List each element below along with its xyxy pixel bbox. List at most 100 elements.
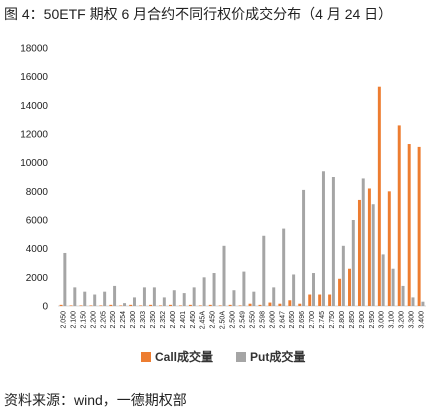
legend-call-swatch [141,352,151,362]
x-tick-label: 3.000 [379,311,386,329]
x-tick-label: 2.700 [309,311,316,329]
put-bar [202,277,206,306]
source-note: 资料来源：wind，一德期权部 [4,392,187,408]
put-bar [212,273,216,306]
call-bar [387,191,391,306]
call-bar [407,144,411,306]
call-bar [129,304,133,306]
put-bar [391,268,395,306]
put-bar [351,220,355,306]
x-tick-label: 2.850 [349,311,356,329]
x-tick-label: 2.050 [60,311,67,329]
x-axis: 2.050 2.100 2.150 2.200 2.205 2.250 2.254 2.300… [60,311,425,330]
put-bar [132,297,136,306]
y-tick-label: 10000 [20,158,48,169]
put-bar [312,273,315,306]
x-tick-label: 2.200 [90,311,97,329]
put-bar [192,287,196,306]
x-tick-label: 2.950 [369,311,376,329]
x-tick-label: 2.45A [200,311,207,330]
call-bar [367,188,371,306]
legend-put-label: Put成交量 [250,349,305,364]
call-bar [198,305,202,306]
call-bar [168,304,172,306]
put-bar [361,178,365,306]
y-tick-label: 14000 [20,101,48,112]
y-tick-label: 16000 [20,72,48,83]
x-tick-label: 2.900 [359,311,366,329]
put-bar [73,287,77,306]
call-bar [258,304,262,306]
put-bar [113,285,117,306]
bar-chart: 0 2000 4000 6000 8000 10000 12000 14000 16000 180… [20,44,426,364]
put-bar [63,252,67,306]
x-tick-label: 2.696 [299,311,306,329]
call-bar [348,268,351,306]
y-tick-label: 18000 [20,44,48,55]
x-tick-label: 2.500 [230,311,237,329]
call-bar [218,305,222,306]
x-tick-label: 3.300 [409,311,416,329]
put-bar [292,274,296,306]
x-tick-label: 2.100 [70,311,77,329]
x-tick-label: 3.100 [389,311,396,329]
put-bar [341,245,345,306]
x-tick-label: 2.50A [220,311,227,330]
x-tick-label: 2.450 [190,311,197,329]
y-tick-label: 2000 [26,273,49,284]
call-bar [178,305,182,306]
put-bar [302,189,306,306]
chart-title: 图 4：50ETF 期权 6 月合约不同行权价成交分布（4 月 24 日） [4,6,393,22]
put-bar [252,291,256,306]
call-bar [109,304,113,306]
x-tick-label: 3.400 [419,311,426,329]
call-bar [89,305,93,306]
y-tick-label: 12000 [20,130,48,141]
put-bar [103,291,107,306]
call-bar [79,305,83,306]
call-bar [159,305,163,306]
call-bar [69,305,73,306]
legend: Call成交量 Put成交量 [141,349,305,364]
call-bar [357,199,361,306]
x-tick-label: 2.352 [160,311,167,329]
call-bar [139,305,143,306]
put-bar [232,290,236,306]
call-bar [208,304,212,306]
put-bar [222,245,226,306]
x-tick-label: 2.549 [240,311,247,329]
y-tick-label: 8000 [26,187,49,198]
x-tick-label: 2.254 [120,311,127,329]
put-bar [93,294,97,306]
put-bar [282,228,286,306]
call-bar [119,305,123,306]
y-tick-label: 0 [42,302,48,313]
x-tick-label: 2.598 [259,311,266,329]
x-tick-label: 2.300 [130,311,137,329]
x-tick-label: 3.200 [399,311,406,329]
x-tick-label: 2.350 [150,311,157,329]
put-bar [272,287,276,306]
put-bar [172,290,176,306]
x-tick-label: 2.150 [80,311,87,329]
put-bar [401,285,405,306]
x-tick-label: 2.250 [110,311,117,329]
put-bar [381,254,385,306]
x-tick-label: 2.450 [210,311,217,329]
call-bar [99,305,103,306]
put-bar [142,287,146,306]
call-bar [308,294,312,306]
put-bar [123,303,127,306]
call-bar [188,304,192,306]
x-tick-label: 2.205 [100,311,107,329]
call-bar [59,304,63,306]
x-tick-label: 2.650 [289,311,296,329]
put-bar [321,171,325,306]
legend-put-swatch [236,352,246,362]
put-bar [162,297,166,306]
call-bar [288,300,292,306]
x-tick-label: 2.400 [170,311,177,329]
call-bar [278,303,282,306]
x-tick-label: 2.401 [180,311,187,329]
x-tick-label: 2.745 [319,311,326,329]
